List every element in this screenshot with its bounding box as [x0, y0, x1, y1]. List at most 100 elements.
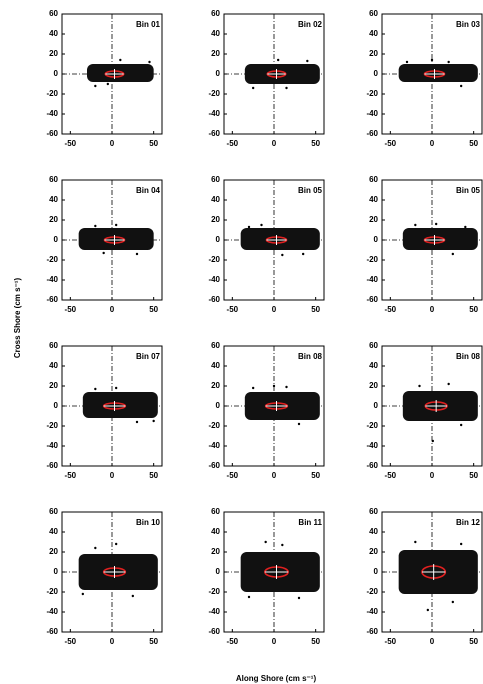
panel-title: Bin 03: [456, 20, 481, 29]
point: [247, 225, 251, 229]
point: [102, 251, 105, 255]
point: [414, 223, 417, 227]
y-tick-label: 40: [369, 29, 378, 38]
point: [285, 385, 288, 389]
point: [306, 59, 309, 63]
y-tick-label: -20: [46, 421, 58, 430]
point: [434, 222, 438, 226]
x-tick-label: -50: [65, 471, 77, 480]
point: [114, 542, 118, 546]
point: [301, 252, 305, 256]
point: [251, 386, 255, 390]
point: [430, 58, 434, 62]
y-tick-label: -60: [46, 295, 58, 304]
y-tick-label: 60: [211, 341, 220, 350]
x-tick-label: -50: [65, 305, 77, 314]
y-tick-label: -60: [366, 627, 378, 636]
panel-title: Bin 10: [136, 518, 161, 527]
x-tick-label: 50: [469, 139, 478, 148]
point: [281, 543, 284, 547]
y-tick-label: 0: [216, 567, 221, 576]
point: [106, 82, 110, 86]
y-tick-label: -20: [46, 255, 58, 264]
y-tick-label: -60: [208, 461, 220, 470]
y-tick-label: 60: [369, 507, 378, 516]
x-tick-label: -50: [65, 637, 77, 646]
y-tick-label: -40: [366, 275, 378, 284]
y-tick-label: -40: [208, 441, 220, 450]
panel-title: Bin 07: [136, 352, 161, 361]
point-cloud: [240, 228, 320, 250]
y-tick-label: 0: [54, 69, 59, 78]
y-tick-label: -40: [46, 607, 58, 616]
x-tick-label: 50: [149, 305, 158, 314]
y-tick-label: 20: [369, 547, 378, 556]
point: [114, 386, 118, 390]
x-tick-label: 0: [110, 637, 115, 646]
y-tick-label: 0: [216, 235, 221, 244]
y-tick-label: -40: [208, 607, 220, 616]
y-tick-label: -20: [46, 587, 58, 596]
y-tick-label: -60: [366, 461, 378, 470]
x-tick-label: 0: [272, 305, 277, 314]
point: [426, 608, 430, 612]
x-tick-label: 0: [110, 305, 115, 314]
x-tick-label: 0: [430, 305, 435, 314]
x-tick-label: 50: [311, 471, 320, 480]
point: [459, 84, 463, 88]
y-tick-label: 20: [49, 547, 58, 556]
y-tick-label: 0: [54, 567, 59, 576]
point: [135, 252, 139, 256]
y-tick-label: 60: [211, 9, 220, 18]
point-cloud: [78, 228, 154, 250]
x-tick-label: -50: [227, 471, 239, 480]
panel-title: Bin 12: [456, 518, 481, 527]
y-tick-label: -40: [208, 109, 220, 118]
x-tick-label: 0: [430, 471, 435, 480]
x-tick-label: 0: [272, 637, 277, 646]
point: [414, 540, 417, 544]
y-tick-label: -60: [46, 461, 58, 470]
x-tick-label: 50: [311, 139, 320, 148]
x-tick-label: 50: [149, 637, 158, 646]
y-tick-label: -40: [366, 441, 378, 450]
point: [451, 600, 455, 604]
y-tick-label: 60: [49, 175, 58, 184]
point: [459, 542, 463, 546]
y-tick-label: 40: [211, 361, 220, 370]
y-tick-label: -20: [366, 255, 378, 264]
point: [297, 596, 301, 600]
panel-title: Bin 02: [298, 20, 323, 29]
x-tick-label: 50: [469, 637, 478, 646]
point: [418, 384, 421, 388]
y-tick-label: 20: [211, 215, 220, 224]
x-tick-label: 0: [110, 139, 115, 148]
point: [447, 382, 450, 386]
y-tick-label: -60: [208, 295, 220, 304]
y-tick-label: 20: [369, 215, 378, 224]
y-tick-label: -60: [208, 129, 220, 138]
point: [94, 546, 97, 550]
point: [135, 420, 139, 424]
y-tick-label: 40: [211, 29, 220, 38]
y-tick-label: -20: [208, 89, 220, 98]
panel-title: Bin 05: [456, 186, 481, 195]
y-tick-label: -20: [208, 255, 220, 264]
x-tick-label: -50: [227, 305, 239, 314]
x-tick-label: -50: [227, 139, 239, 148]
point: [119, 58, 122, 62]
y-tick-label: -40: [46, 109, 58, 118]
y-tick-label: 40: [49, 195, 58, 204]
panel-title: Bin 08: [298, 352, 323, 361]
point: [276, 58, 280, 62]
x-tick-label: 50: [149, 139, 158, 148]
point: [285, 86, 288, 90]
y-tick-label: 40: [369, 195, 378, 204]
panel-title: Bin 08: [456, 352, 481, 361]
y-tick-label: 40: [49, 29, 58, 38]
y-tick-label: 60: [49, 507, 58, 516]
y-tick-label: 40: [211, 527, 220, 536]
y-tick-label: 0: [374, 69, 379, 78]
point: [451, 252, 455, 256]
point: [447, 60, 450, 64]
